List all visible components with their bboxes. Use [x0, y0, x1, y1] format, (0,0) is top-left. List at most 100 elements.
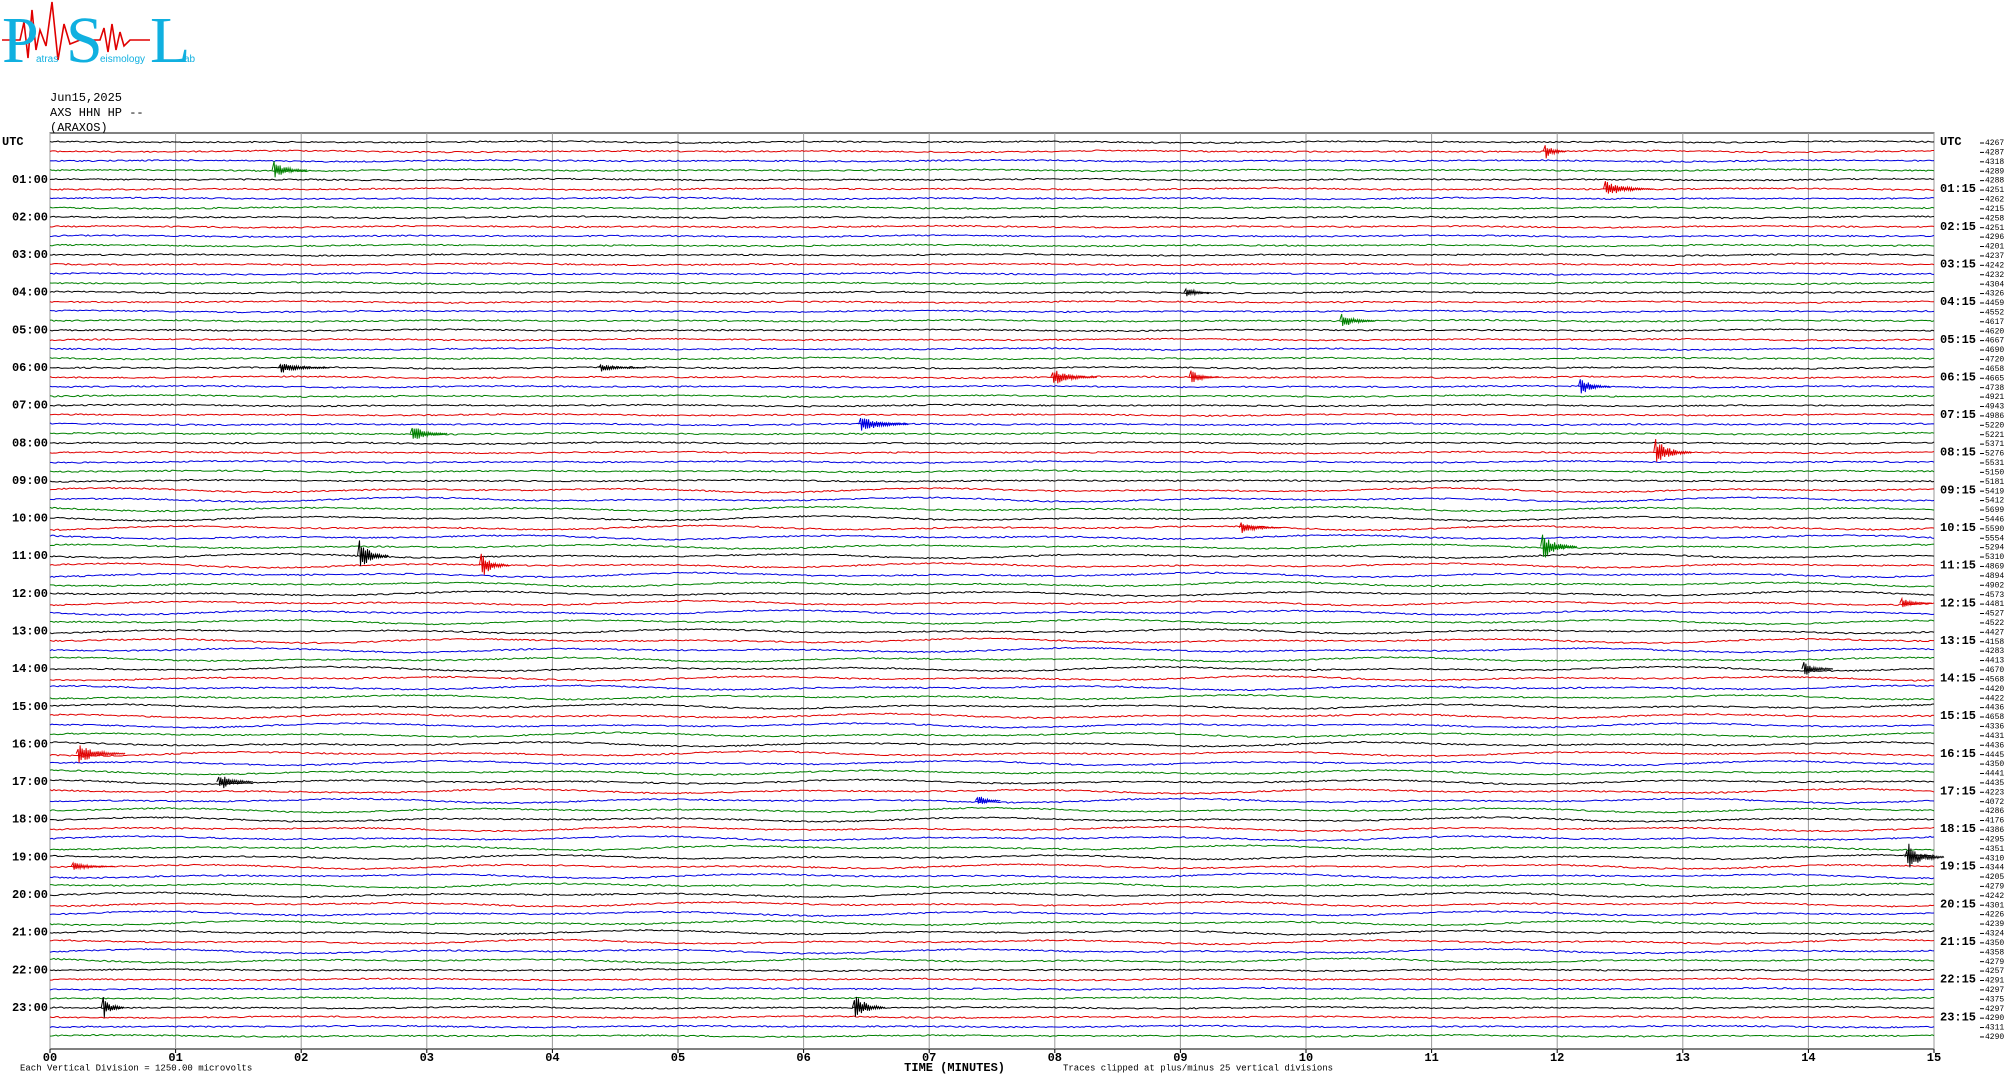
trace: [49, 205, 1935, 210]
trace: [49, 505, 1935, 513]
logo-word: ab: [184, 54, 196, 65]
trace: [49, 394, 1935, 398]
right-time-label: 17:15: [1940, 784, 1976, 798]
trace: [49, 609, 1935, 616]
left-time-label: 10:00: [12, 512, 48, 526]
x-axis-label: TIME (MINUTES): [904, 1061, 1005, 1075]
x-tick-label: 09: [1173, 1051, 1187, 1065]
x-tick-label: 07: [922, 1051, 936, 1065]
logo-word: atras: [36, 54, 58, 65]
left-time-label: 23:00: [12, 1001, 48, 1015]
row-value: 5181: [1985, 478, 2004, 487]
row-value: 4232: [1985, 271, 2004, 280]
x-tick-label: 03: [420, 1051, 434, 1065]
trace: [49, 234, 1935, 239]
row-value: 4237: [1985, 252, 2004, 261]
row-value: 4258: [1985, 214, 2004, 223]
trace: [49, 853, 1935, 861]
trace: [49, 469, 1935, 474]
clip-note: Traces clipped at plus/minus 25 vertical…: [1063, 1063, 1333, 1073]
plot-frame: [49, 132, 1935, 1050]
row-value: 4431: [1985, 732, 2004, 741]
row-value: 5276: [1985, 450, 2004, 459]
trace: [49, 515, 1935, 522]
trace: [49, 968, 1935, 973]
row-value: 4527: [1985, 610, 2004, 619]
event: [100, 997, 125, 1018]
trace: [49, 1005, 1935, 1010]
right-time-label: 06:15: [1940, 370, 1976, 384]
event: [409, 427, 448, 439]
trace: [49, 158, 1935, 163]
row-value: 4658: [1985, 365, 2004, 374]
trace: [49, 168, 1935, 173]
row-value: 5371: [1985, 440, 2004, 449]
row-value: 4304: [1985, 280, 2004, 289]
event: [1540, 534, 1578, 558]
row-value: 4436: [1985, 741, 2004, 750]
trace: [49, 281, 1935, 286]
trace: [49, 533, 1935, 541]
right-time-label: 07:15: [1940, 408, 1976, 422]
trace: [49, 262, 1935, 267]
right-time-label: 22:15: [1940, 973, 1976, 987]
row-value: 4435: [1985, 779, 2004, 788]
row-value: 4351: [1985, 845, 2004, 854]
row-value: 4251: [1985, 224, 2004, 233]
right-time-label: 18:15: [1940, 822, 1976, 836]
logo: P atras S eismology L ab: [2, 1, 196, 77]
right-time-label: 15:15: [1940, 709, 1976, 723]
row-value: 4289: [1985, 167, 2004, 176]
event: [858, 417, 909, 431]
row-value: 4894: [1985, 572, 2004, 581]
event: [1339, 313, 1376, 327]
left-time-label: UTC: [2, 135, 24, 149]
row-value: 4072: [1985, 798, 2004, 807]
row-value: 4921: [1985, 393, 2004, 402]
trace: [49, 863, 1935, 870]
row-value: 4481: [1985, 600, 2004, 609]
row-value: 4201: [1985, 243, 2004, 252]
trace: [49, 1015, 1935, 1020]
trace: [49, 252, 1935, 257]
trace: [49, 347, 1935, 351]
trace: [49, 646, 1935, 654]
right-time-label: 03:15: [1940, 258, 1976, 272]
row-value: 4242: [1985, 892, 2004, 901]
row-value: 4158: [1985, 638, 2004, 647]
left-time-label: 02:00: [12, 210, 48, 224]
trace: [49, 459, 1935, 464]
logo-letter: P: [2, 4, 39, 77]
trace: [49, 693, 1935, 701]
row-value: 4690: [1985, 346, 2004, 355]
trace: [49, 919, 1935, 927]
row-value: 4318: [1985, 158, 2004, 167]
row-value: 5554: [1985, 534, 2004, 543]
event: [478, 553, 510, 575]
trace: [49, 403, 1935, 408]
row-value: 5220: [1985, 421, 2004, 430]
row-value: 4226: [1985, 911, 2004, 920]
row-value: 5446: [1985, 516, 2004, 525]
row-value: 4427: [1985, 628, 2004, 637]
trace: [49, 938, 1935, 946]
event: [271, 161, 308, 178]
trace: [49, 271, 1935, 276]
trace: [50, 977, 1935, 982]
x-tick-label: 14: [1801, 1051, 1815, 1065]
left-time-label: 01:00: [12, 173, 48, 187]
event: [975, 796, 1001, 805]
trace: [49, 731, 1935, 739]
trace: [49, 787, 1935, 795]
row-value: 4279: [1985, 958, 2004, 967]
trace: [49, 365, 1935, 370]
x-tick-label: 10: [1299, 1051, 1313, 1065]
trace: [49, 580, 1935, 588]
row-value: 4257: [1985, 967, 2004, 976]
left-time-label: 03:00: [12, 248, 48, 262]
row-value: 4617: [1985, 318, 2004, 327]
row-value: 4286: [1985, 807, 2004, 816]
event: [1542, 145, 1567, 159]
row-value: 4223: [1985, 788, 2004, 797]
